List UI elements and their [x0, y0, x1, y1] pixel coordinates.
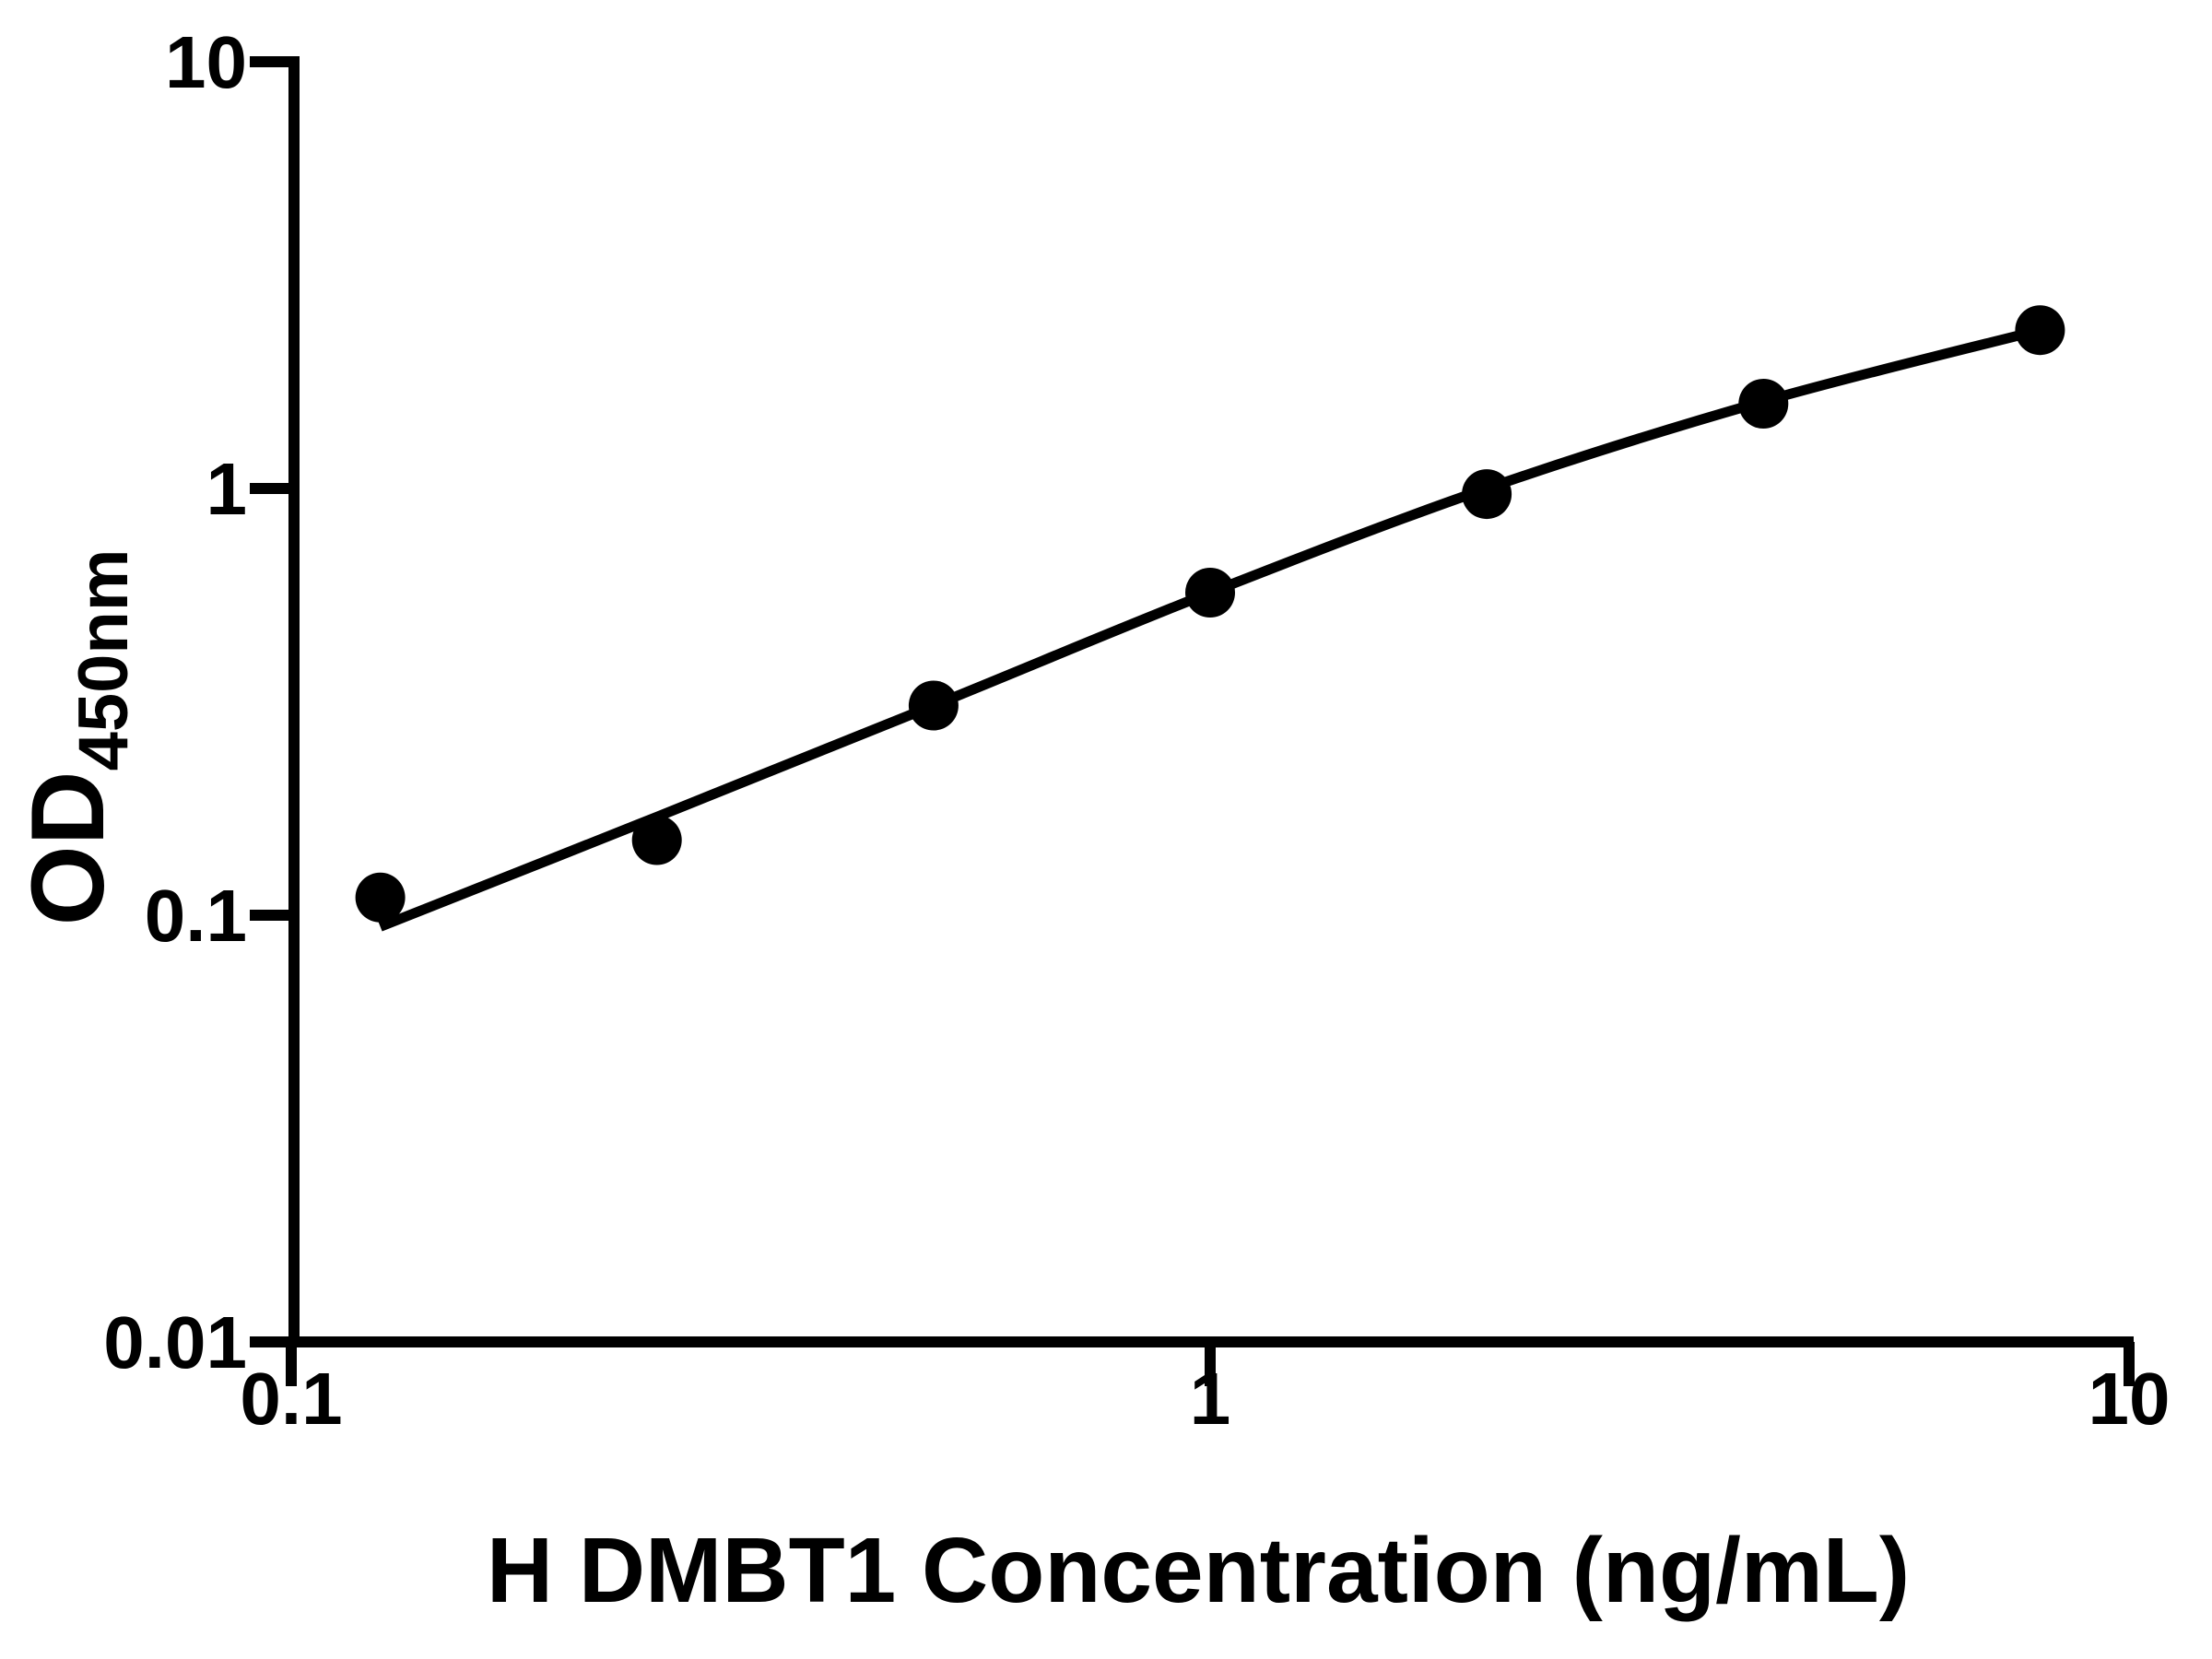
y-axis-title-subscript: 450nm — [65, 549, 143, 771]
y-tick-label: 0.01 — [103, 1301, 247, 1383]
fitted-curve-path — [378, 324, 2041, 932]
axes — [286, 56, 2134, 1347]
tick-marks — [250, 56, 2135, 1386]
x-tick-label: 10 — [2088, 1358, 2171, 1440]
x-tick-label: 0.1 — [240, 1358, 342, 1440]
y-axis-title: OD450nm — [10, 549, 143, 926]
y-tick-label: 0.1 — [145, 875, 247, 957]
data-point — [355, 872, 406, 923]
data-point — [1462, 469, 1512, 520]
x-axis-title: H DMBT1 Concentration (ng/mL) — [487, 1519, 1910, 1622]
data-point — [1185, 568, 1235, 618]
data-point — [631, 815, 682, 865]
y-tick-label: 10 — [165, 21, 247, 103]
y-axis-title-main: OD — [10, 771, 125, 925]
data-points-group — [355, 305, 2065, 923]
data-point — [908, 680, 959, 731]
data-point — [1738, 379, 1789, 429]
fitted-curve-group — [378, 324, 2041, 932]
x-tick-label: 1 — [1190, 1358, 1231, 1440]
data-point — [2015, 305, 2065, 356]
y-tick-label: 1 — [206, 448, 248, 530]
